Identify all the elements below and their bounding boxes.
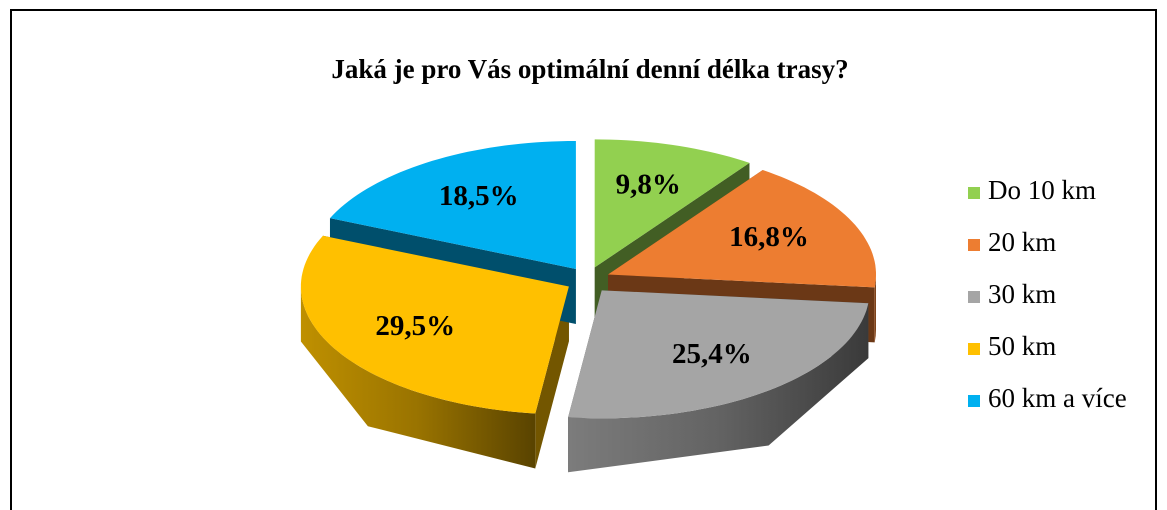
legend-label: 30 km bbox=[988, 279, 1056, 309]
legend-label: 20 km bbox=[988, 227, 1056, 257]
data-label: 16,8% bbox=[729, 221, 809, 253]
slice bbox=[568, 290, 869, 419]
data-label: 29,5% bbox=[375, 310, 455, 342]
legend-swatch bbox=[968, 395, 980, 407]
legend-label: Do 10 km bbox=[988, 175, 1096, 205]
legend-swatch bbox=[968, 239, 980, 251]
data-label: 18,5% bbox=[439, 180, 519, 212]
legend-label: 50 km bbox=[988, 331, 1056, 361]
chart-title: Jaká je pro Vás optimální denní délka tr… bbox=[331, 54, 848, 84]
slice bbox=[300, 235, 569, 414]
data-label: 25,4% bbox=[672, 338, 752, 370]
legend-swatch bbox=[968, 187, 980, 199]
slice bbox=[594, 139, 750, 268]
slice bbox=[330, 141, 576, 269]
legend-swatch bbox=[968, 291, 980, 303]
data-label: 9,8% bbox=[616, 169, 681, 201]
slice bbox=[608, 170, 876, 288]
legend-swatch bbox=[968, 343, 980, 355]
slice-wall bbox=[874, 274, 876, 343]
slice-wall bbox=[568, 303, 869, 473]
legend-label: 60 km a více bbox=[988, 383, 1127, 413]
slice-wall bbox=[300, 286, 536, 469]
